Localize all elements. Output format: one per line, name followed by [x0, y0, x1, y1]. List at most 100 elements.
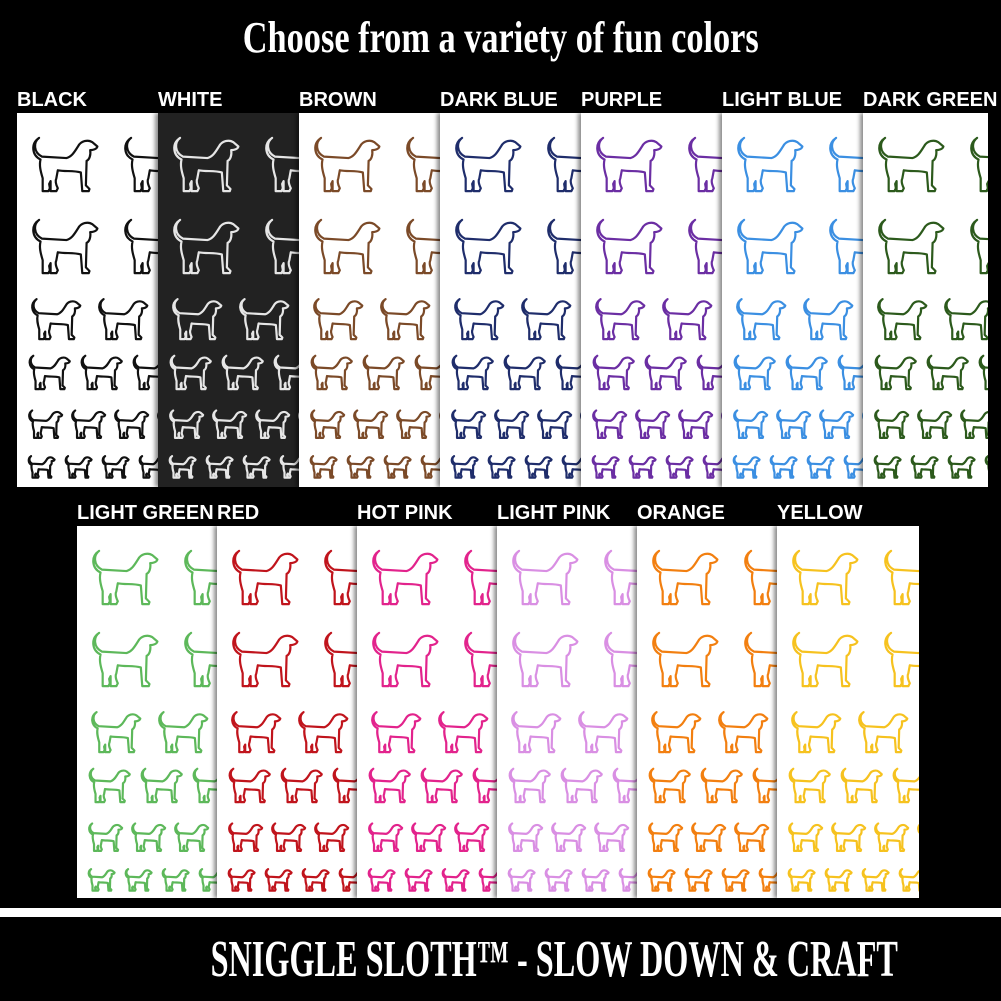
dog-icon: [551, 822, 587, 852]
dog-icon: [503, 354, 546, 391]
dog-icon: [829, 136, 865, 193]
dog-icon: [561, 455, 583, 479]
dog-icon: [124, 218, 160, 275]
color-swatch-panel: [497, 526, 639, 898]
dog-icon: [792, 549, 859, 606]
color-swatch-panel: [357, 526, 499, 898]
dog-icon: [131, 822, 167, 852]
dog-icon: [678, 409, 714, 439]
dog-icon: [960, 409, 988, 439]
dog-icon: [578, 711, 629, 754]
dog-icon: [332, 767, 359, 804]
dog-icon: [161, 868, 190, 892]
dog-icon: [438, 711, 489, 754]
dog-icon: [32, 136, 99, 193]
dog-icon: [168, 455, 197, 479]
dog-icon: [647, 868, 676, 892]
dog-icon: [837, 354, 865, 391]
dog-icon: [752, 767, 779, 804]
dog-icon: [28, 409, 64, 439]
dog-icon: [861, 868, 890, 892]
color-swatch-panel: [777, 526, 919, 898]
dog-icon: [494, 409, 530, 439]
color-label: DARK BLUE: [440, 89, 558, 111]
dog-icon: [858, 711, 909, 754]
color-label: HOT PINK: [357, 502, 453, 524]
color-label: LIGHT BLUE: [722, 89, 842, 111]
dog-icon: [877, 298, 928, 341]
dog-icon: [581, 868, 610, 892]
dog-icon: [169, 409, 205, 439]
dog-icon: [279, 455, 301, 479]
dog-icon: [769, 455, 798, 479]
dog-icon: [874, 354, 917, 391]
dog-icon: [733, 409, 769, 439]
dog-icon: [824, 868, 853, 892]
dog-icon: [547, 136, 583, 193]
dog-icon: [212, 409, 248, 439]
dog-icon: [454, 822, 490, 852]
dog-icon: [472, 767, 499, 804]
dog-icon: [803, 298, 854, 341]
dog-icon: [227, 868, 256, 892]
dog-icon: [806, 455, 835, 479]
color-swatch-panel: [440, 113, 583, 487]
dog-icon: [353, 409, 389, 439]
dog-icon: [124, 868, 153, 892]
dog-icon: [464, 631, 499, 688]
dog-icon: [744, 549, 779, 606]
color-swatch-panel: [863, 113, 988, 487]
dog-icon: [228, 822, 264, 852]
color-swatch-panel: [722, 113, 865, 487]
dog-icon: [420, 455, 442, 479]
dog-icon: [368, 767, 411, 804]
dog-icon: [231, 711, 282, 754]
dog-icon: [273, 354, 301, 391]
dog-icon: [947, 455, 976, 479]
dog-icon: [508, 767, 551, 804]
dog-icon: [114, 409, 150, 439]
dog-icon: [88, 767, 131, 804]
dog-icon: [635, 409, 671, 439]
dog-icon: [555, 354, 583, 391]
dog-icon: [508, 822, 544, 852]
dog-icon: [734, 822, 770, 852]
dog-icon: [662, 298, 713, 341]
dog-icon: [831, 822, 867, 852]
dog-icon: [591, 455, 620, 479]
dog-icon: [314, 218, 381, 275]
dog-icon: [873, 455, 902, 479]
dog-icon: [651, 711, 702, 754]
dog-icon: [618, 868, 639, 892]
dog-icon: [455, 136, 522, 193]
dog-icon: [255, 409, 291, 439]
dog-icon: [791, 711, 842, 754]
dog-icon: [310, 354, 353, 391]
dog-icon: [265, 136, 301, 193]
dog-icon: [732, 455, 761, 479]
dog-icon: [644, 354, 687, 391]
dog-icon: [91, 711, 142, 754]
divider: [0, 908, 1001, 917]
dog-icon: [372, 631, 439, 688]
dog-icon: [32, 218, 99, 275]
dog-icon: [124, 136, 160, 193]
dog-icon: [560, 767, 603, 804]
dog-icon: [970, 218, 988, 275]
dog-icon: [132, 354, 160, 391]
dog-icon: [776, 409, 812, 439]
dog-icon: [874, 822, 910, 852]
dog-icon: [944, 298, 988, 341]
dog-icon: [507, 868, 536, 892]
dog-icon: [688, 136, 724, 193]
color-label: YELLOW: [777, 502, 863, 524]
dog-icon: [101, 455, 130, 479]
color-label: LIGHT GREEN: [77, 502, 214, 524]
dog-icon: [628, 455, 657, 479]
dog-icon: [592, 409, 628, 439]
color-label: BLACK: [17, 89, 87, 111]
color-label: BROWN: [299, 89, 377, 111]
dog-icon: [346, 455, 375, 479]
dog-icon: [80, 354, 123, 391]
color-label: WHITE: [158, 89, 223, 111]
